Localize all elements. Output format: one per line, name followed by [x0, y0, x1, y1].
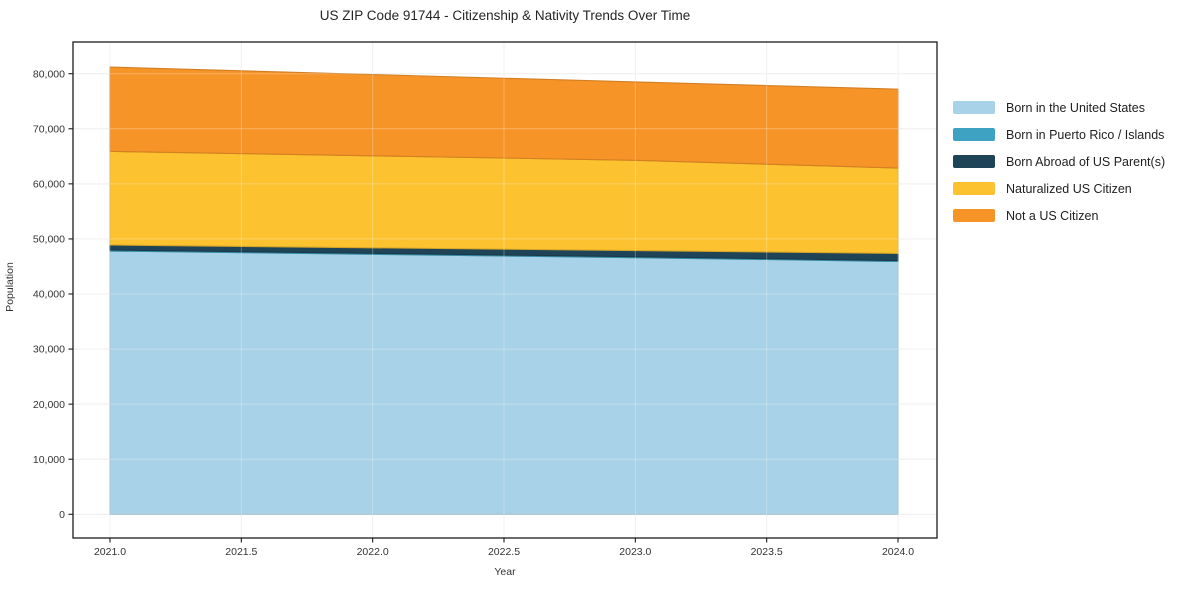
legend-label: Not a US Citizen — [1006, 208, 1099, 223]
legend-item-naturalized: Naturalized US Citizen — [953, 181, 1165, 196]
legend-label: Naturalized US Citizen — [1006, 181, 1132, 196]
legend-swatch-born-in-us-icon — [953, 101, 995, 114]
y-axis-label: Population — [4, 262, 16, 312]
legend-item-born-abroad: Born Abroad of US Parent(s) — [953, 154, 1166, 169]
legend-label: Born in Puerto Rico / Islands — [1006, 127, 1165, 142]
svg-text:2023.0: 2023.0 — [619, 546, 651, 558]
svg-text:0: 0 — [59, 509, 65, 521]
svg-text:80,000: 80,000 — [33, 68, 65, 80]
legend-swatch-naturalized-icon — [953, 182, 995, 195]
legend-label: Born Abroad of US Parent(s) — [1006, 154, 1166, 169]
x-axis-label: Year — [494, 566, 516, 578]
chart-title: US ZIP Code 91744 - Citizenship & Nativi… — [319, 8, 691, 23]
svg-text:2022.0: 2022.0 — [357, 546, 389, 558]
legend-label: Born in the United States — [1006, 100, 1145, 115]
legend-item-puerto-rico: Born in Puerto Rico / Islands — [953, 127, 1165, 142]
svg-text:2024.0: 2024.0 — [882, 546, 914, 558]
svg-text:20,000: 20,000 — [33, 399, 65, 411]
svg-text:40,000: 40,000 — [33, 289, 65, 301]
legend-swatch-not-citizen-icon — [953, 209, 995, 222]
legend-swatch-born-abroad-icon — [953, 155, 995, 168]
svg-text:2021.5: 2021.5 — [225, 546, 257, 558]
svg-text:50,000: 50,000 — [33, 234, 65, 246]
svg-text:60,000: 60,000 — [33, 178, 65, 190]
svg-text:2021.0: 2021.0 — [94, 546, 126, 558]
svg-text:2023.5: 2023.5 — [751, 546, 783, 558]
legend-swatch-puerto-rico-icon — [953, 128, 995, 141]
legend-item-not-citizen: Not a US Citizen — [953, 208, 1165, 223]
svg-text:10,000: 10,000 — [33, 454, 65, 466]
svg-text:2022.5: 2022.5 — [488, 546, 520, 558]
svg-text:70,000: 70,000 — [33, 123, 65, 135]
legend-item-born-in-us: Born in the United States — [953, 100, 1165, 115]
legend: Born in the United States Born in Puerto… — [953, 100, 1166, 223]
svg-text:30,000: 30,000 — [33, 344, 65, 356]
